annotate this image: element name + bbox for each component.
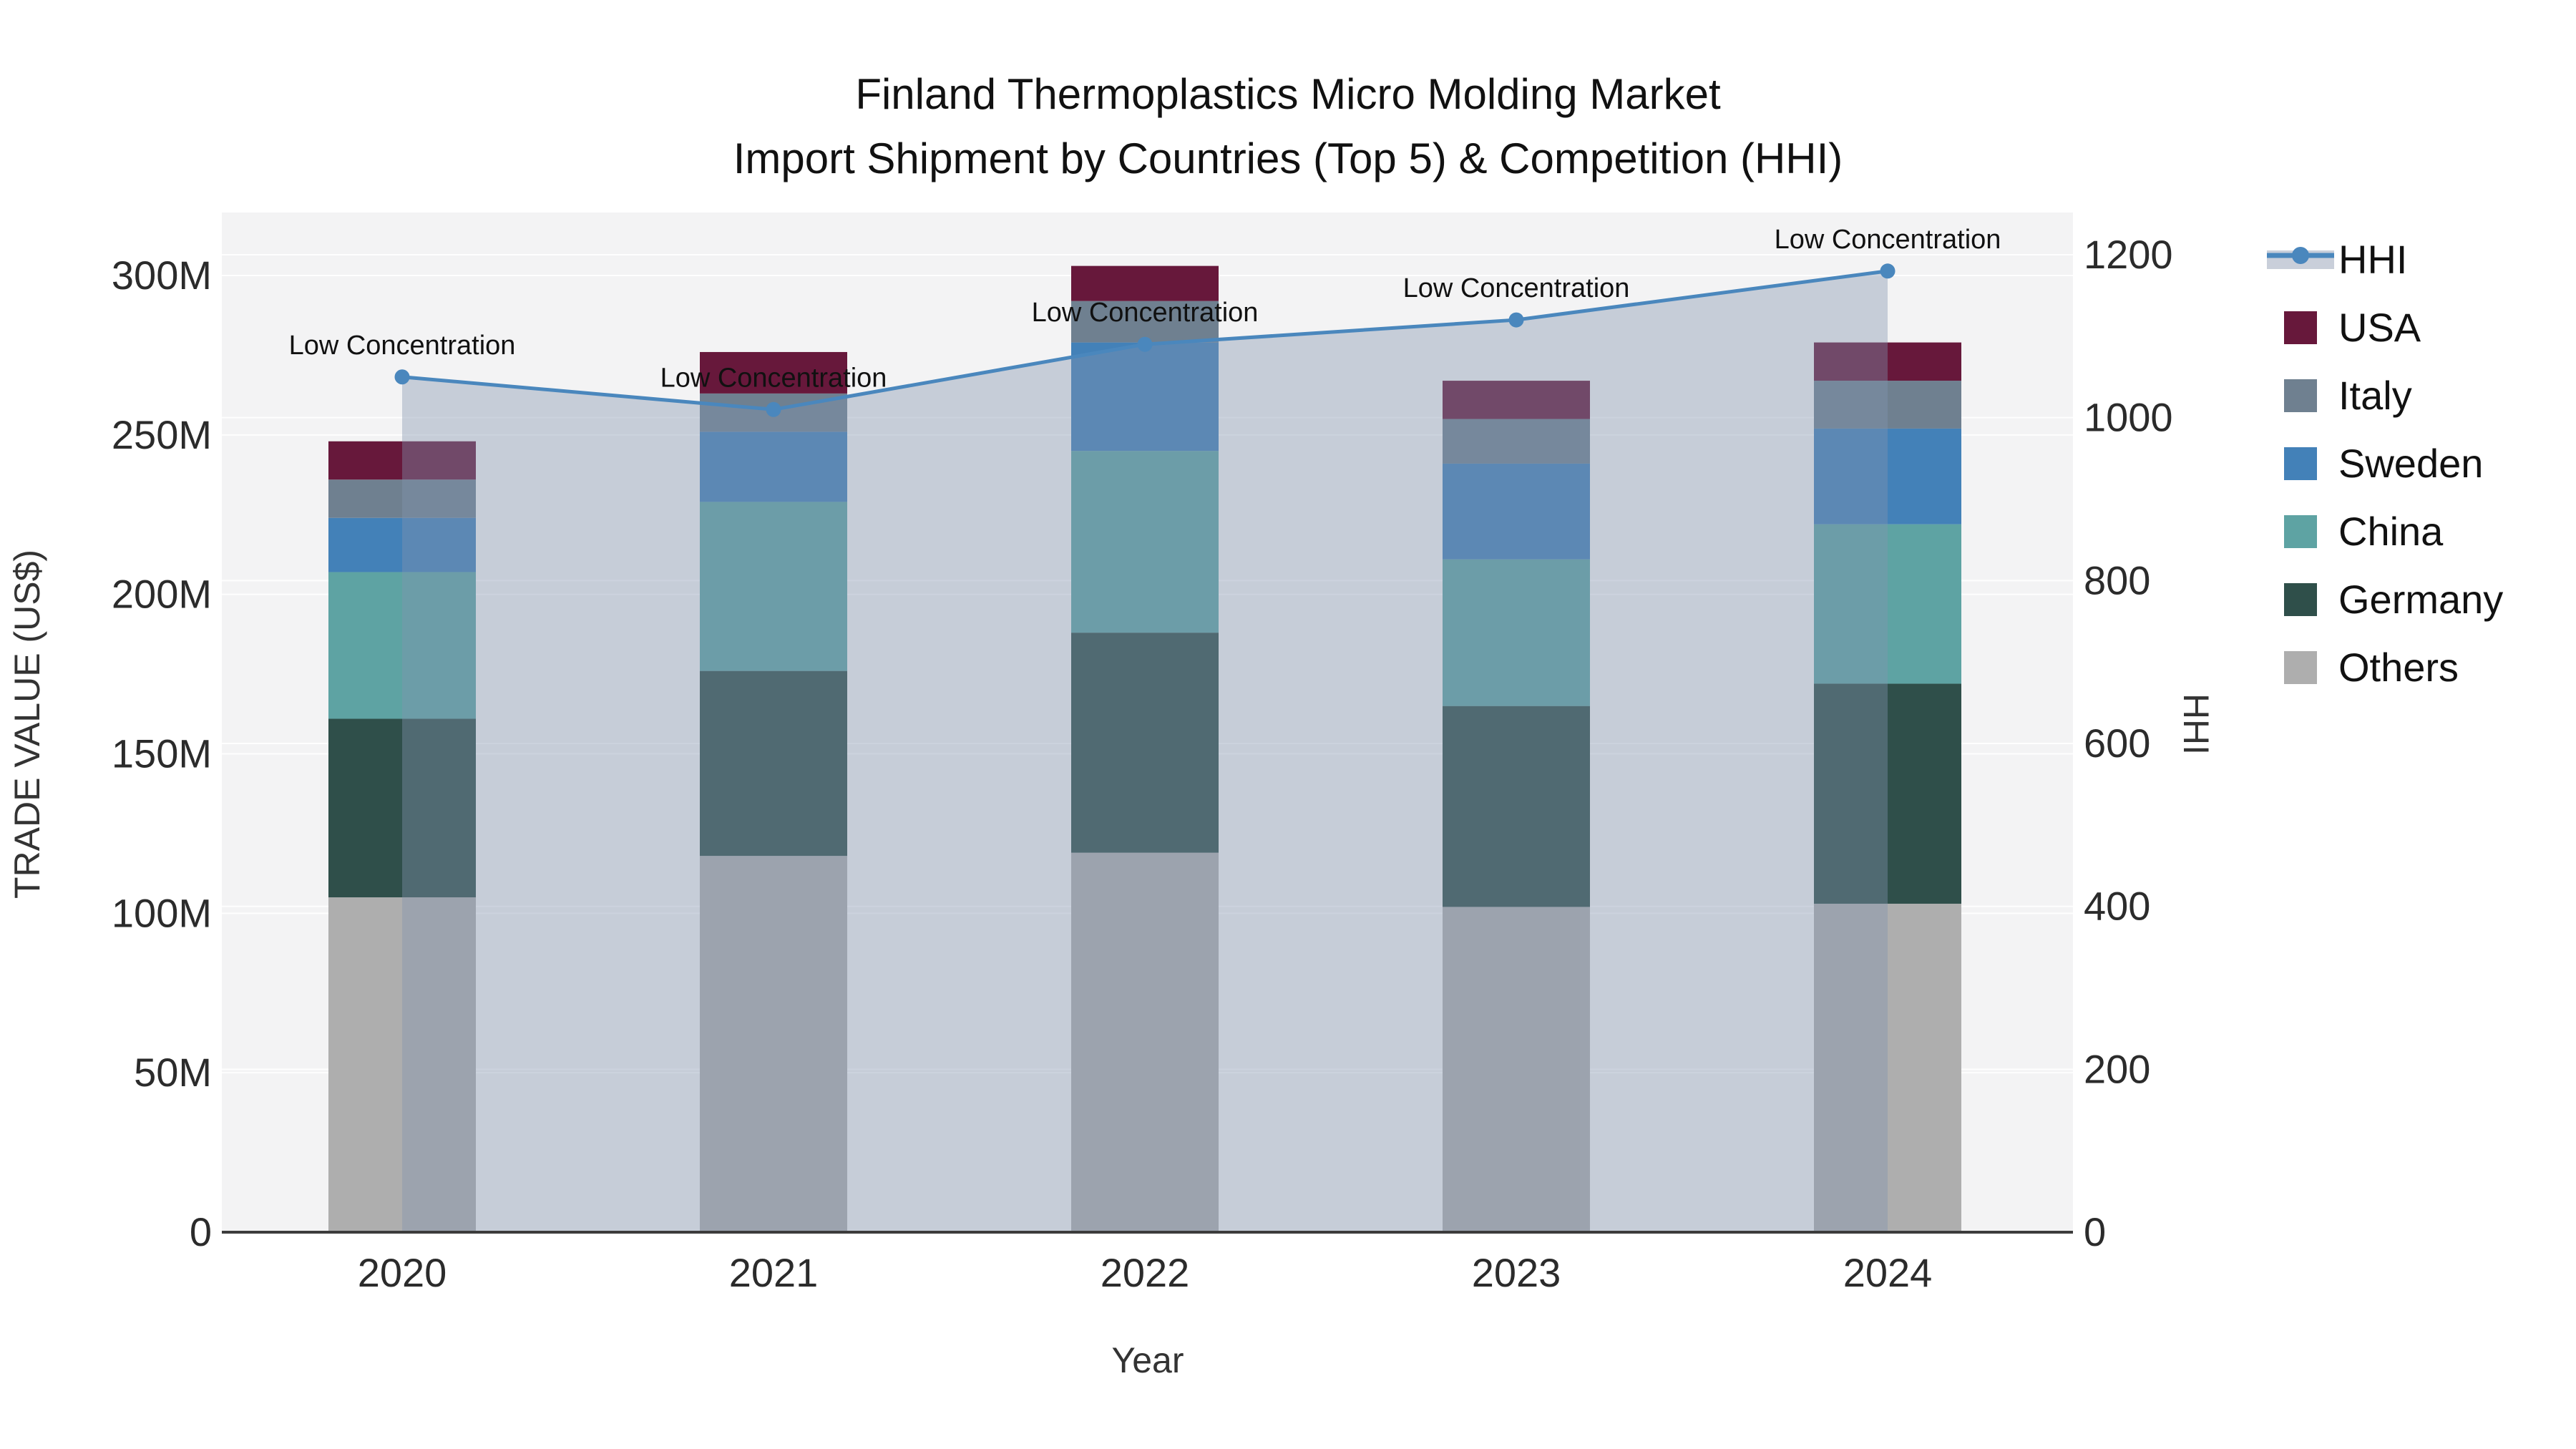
bar-segment-china-2020[interactable] <box>328 572 476 719</box>
legend-label-sweden: Sweden <box>2338 441 2483 486</box>
bar-segment-germany-2020[interactable] <box>328 718 476 898</box>
bar-segment-usa-2020[interactable] <box>328 441 476 480</box>
bar-segment-china-2024[interactable] <box>1814 524 1961 684</box>
legend-label-china: China <box>2338 509 2444 554</box>
legend-label-hhi: HHI <box>2338 237 2407 282</box>
x-tick-2021: 2021 <box>729 1250 819 1295</box>
bar-segment-others-2021[interactable] <box>700 856 847 1232</box>
hhi-area-fill <box>402 270 1888 1233</box>
legend-swatch-germany <box>2284 583 2317 616</box>
bar-segment-sweden-2021[interactable] <box>700 431 847 502</box>
hhi-marker-2024[interactable] <box>1880 263 1896 279</box>
bar-segment-italy-2022[interactable] <box>1071 301 1219 343</box>
bar-segment-china-2021[interactable] <box>700 502 847 671</box>
y-right-tick-800: 800 <box>2084 557 2150 602</box>
bar-segment-germany-2024[interactable] <box>1814 683 1961 904</box>
legend-label-usa: USA <box>2338 305 2421 350</box>
hhi-area <box>402 270 1888 1233</box>
bar-segment-italy-2023[interactable] <box>1443 419 1590 464</box>
bar-segment-sweden-2020[interactable] <box>328 517 476 572</box>
annotation-2023: Low Concentration <box>1403 273 1630 303</box>
hhi-line <box>394 263 1896 417</box>
x-tick-2023: 2023 <box>1472 1250 1561 1295</box>
y-right-tick-1000: 1000 <box>2084 395 2173 440</box>
y-left-tick-100M: 100M <box>112 890 212 935</box>
y-left-tick-50M: 50M <box>134 1050 212 1095</box>
y-left-tick-0: 0 <box>190 1209 212 1254</box>
legend-swatch-others <box>2284 651 2317 684</box>
legend-item-italy[interactable]: Italy <box>2284 373 2412 418</box>
hhi-marker-2020[interactable] <box>394 369 410 385</box>
legend-label-others: Others <box>2338 645 2459 690</box>
bar-segment-sweden-2022[interactable] <box>1071 342 1219 452</box>
stacked-bars <box>328 265 1961 1232</box>
bar-segment-others-2020[interactable] <box>328 897 476 1232</box>
chart-title-line2: Import Shipment by Countries (Top 5) & C… <box>733 135 1843 182</box>
x-tick-2022: 2022 <box>1101 1250 1190 1295</box>
legend-item-hhi[interactable]: HHI <box>2267 237 2407 282</box>
annotation-2020: Low Concentration <box>289 331 516 361</box>
legend-swatch-sweden <box>2284 447 2317 480</box>
bar-segment-italy-2020[interactable] <box>328 479 476 518</box>
y-right-tick-200: 200 <box>2084 1046 2150 1091</box>
bar-segment-sweden-2023[interactable] <box>1443 463 1590 560</box>
legend-item-sweden[interactable]: Sweden <box>2284 441 2483 486</box>
annotation-2022: Low Concentration <box>1032 298 1259 328</box>
y-left-tick-250M: 250M <box>112 412 212 457</box>
axes: 0 50M 100M 150M 200M 250M 300M 0 200 400 600 800 100… <box>112 232 2173 1295</box>
legend-item-usa[interactable]: USA <box>2284 305 2421 350</box>
legend-swatch-italy <box>2284 379 2317 412</box>
y-left-tick-300M: 300M <box>112 253 212 298</box>
bar-segment-usa-2022[interactable] <box>1071 265 1219 301</box>
legend-swatch-china <box>2284 515 2317 548</box>
bar-segment-usa-2021[interactable] <box>700 351 847 394</box>
bar-segment-others-2023[interactable] <box>1443 907 1590 1232</box>
annotation-2024: Low Concentration <box>1775 225 2001 255</box>
x-axis-title: Year <box>1111 1340 1184 1380</box>
bar-segment-others-2024[interactable] <box>1814 903 1961 1232</box>
bar-segment-italy-2024[interactable] <box>1814 381 1961 429</box>
y-axis-right-title: HHI <box>2176 693 2216 755</box>
legend-item-china[interactable]: China <box>2284 509 2444 554</box>
bar-segment-usa-2024[interactable] <box>1814 342 1961 381</box>
x-tick-2020: 2020 <box>358 1250 447 1295</box>
hhi-marker-2023[interactable] <box>1508 312 1524 328</box>
y-right-tick-400: 400 <box>2084 884 2150 929</box>
y-left-tick-150M: 150M <box>112 731 212 776</box>
annotation-2021: Low Concentration <box>660 363 887 393</box>
y-axis-left-title: TRADE VALUE (US$) <box>7 550 47 899</box>
annotations: Low Concentration Low Concentration Low Co… <box>289 225 2001 394</box>
bar-segment-germany-2021[interactable] <box>700 670 847 857</box>
bar-segment-sweden-2024[interactable] <box>1814 428 1961 525</box>
hhi-marker-2022[interactable] <box>1137 336 1153 352</box>
bar-segment-germany-2023[interactable] <box>1443 706 1590 907</box>
chart-title-line1: Finland Thermoplastics Micro Molding Mar… <box>855 70 1721 118</box>
y-right-tick-0: 0 <box>2084 1209 2106 1254</box>
bar-segment-usa-2023[interactable] <box>1443 381 1590 419</box>
hhi-marker-2021[interactable] <box>766 401 781 417</box>
legend-label-germany: Germany <box>2338 577 2503 622</box>
bar-segment-others-2022[interactable] <box>1071 852 1219 1232</box>
legend: HHI USA Italy Sweden China Germany Others <box>2267 237 2503 690</box>
legend-label-italy: Italy <box>2338 373 2412 418</box>
x-tick-2024: 2024 <box>1843 1250 1933 1295</box>
y-right-tick-1200: 1200 <box>2084 232 2173 277</box>
legend-hhi-marker-icon <box>2292 247 2309 264</box>
y-left-tick-200M: 200M <box>112 572 212 617</box>
legend-item-germany[interactable]: Germany <box>2284 577 2503 622</box>
legend-item-others[interactable]: Others <box>2284 645 2459 690</box>
bar-segment-germany-2022[interactable] <box>1071 633 1219 853</box>
legend-swatch-usa <box>2284 311 2317 344</box>
y-right-tick-600: 600 <box>2084 721 2150 766</box>
bar-segment-china-2023[interactable] <box>1443 559 1590 706</box>
bar-segment-china-2022[interactable] <box>1071 451 1219 633</box>
